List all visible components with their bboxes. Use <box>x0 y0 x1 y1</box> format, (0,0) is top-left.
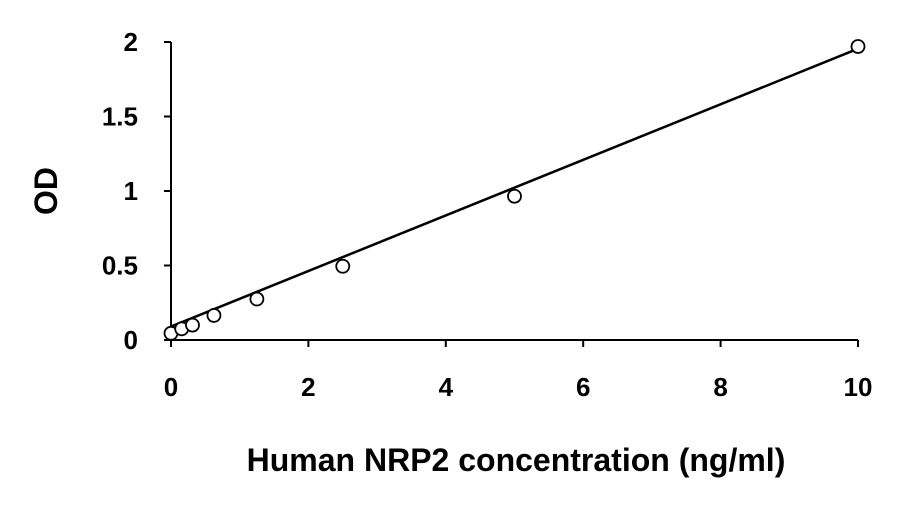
x-tick-label: 2 <box>301 372 315 402</box>
data-point <box>249 291 265 307</box>
x-ticks: 0 2 4 6 8 10 <box>164 340 873 402</box>
y-tick-label: 0.5 <box>102 251 138 281</box>
data-point <box>206 308 222 323</box>
data-point <box>335 258 351 274</box>
y-ticks: 0 0.5 1 1.5 2 <box>102 27 171 355</box>
data-points <box>163 39 866 341</box>
data-point <box>850 39 866 54</box>
y-tick-label: 1 <box>124 176 138 206</box>
data-point <box>507 188 522 204</box>
y-tick-label: 2 <box>124 27 138 57</box>
x-tick-label: 6 <box>576 372 590 402</box>
trendline <box>170 47 859 328</box>
x-axis-title: Human NRP2 concentration (ng/ml) <box>247 442 786 478</box>
x-tick-label: 8 <box>713 372 727 402</box>
x-tick-label: 4 <box>439 372 454 402</box>
y-axis-title: OD <box>28 167 64 215</box>
data-point <box>185 317 200 333</box>
x-tick-label: 10 <box>844 372 873 402</box>
x-tick-label: 0 <box>164 372 178 402</box>
y-tick-label: 0 <box>124 325 138 355</box>
y-tick-label: 1.5 <box>102 102 138 132</box>
